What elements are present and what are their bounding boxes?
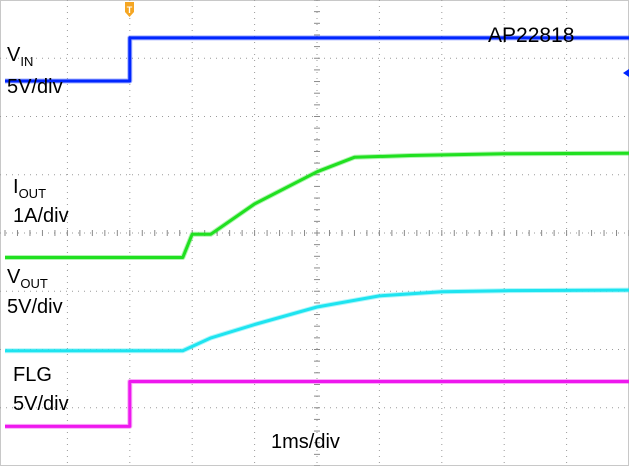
vout-trace-glow <box>5 287 629 354</box>
vout-label: VOUT <box>7 266 48 291</box>
iout-scale: 1A/div <box>13 205 69 227</box>
chart-title: AP22818 <box>488 24 574 47</box>
iout-label-sub: OUT <box>19 186 47 201</box>
trigger-marker-icon: T <box>125 2 134 17</box>
flg-scale: 5V/div <box>13 393 69 415</box>
traces <box>5 35 629 429</box>
vin-trace <box>5 36 629 83</box>
flg-label: FLG <box>13 364 52 386</box>
iout-label: IOUT <box>13 176 46 201</box>
flg-trace <box>5 380 629 428</box>
iout-trace <box>5 151 629 259</box>
vin-scale: 5V/div <box>7 76 63 98</box>
vin-label: VIN <box>7 44 33 69</box>
vout-scale: 5V/div <box>7 296 63 318</box>
level-marker-icon <box>623 69 629 77</box>
vout-trace <box>5 288 629 353</box>
x-scale-label: 1ms/div <box>271 431 340 453</box>
vin-label-sub: IN <box>20 54 33 69</box>
vout-label-sub: OUT <box>20 276 48 291</box>
svg-text:T: T <box>127 5 133 15</box>
